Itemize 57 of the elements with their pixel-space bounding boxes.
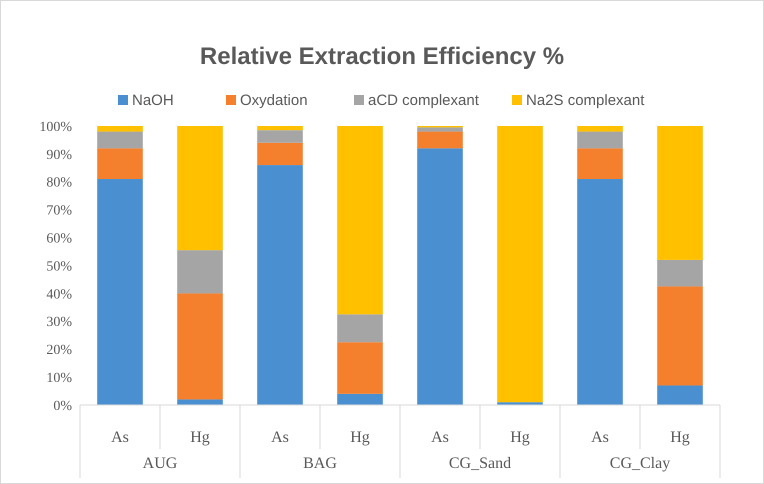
- y-tick-label: 0%: [53, 398, 72, 414]
- bar: [657, 286, 703, 386]
- bar: [97, 126, 143, 132]
- bar: [417, 132, 463, 148]
- bar: [257, 165, 303, 405]
- bar: [97, 132, 143, 148]
- y-tick-label: 90%: [46, 148, 72, 163]
- bar: [657, 385, 703, 405]
- bar: [337, 394, 383, 405]
- legend-label: Na2S complexant: [526, 92, 646, 109]
- x-tick-label: As: [591, 429, 609, 446]
- bar: [177, 126, 223, 250]
- bar: [257, 126, 303, 130]
- y-tick-label: 80%: [46, 176, 72, 191]
- x-tick-label: As: [271, 429, 289, 446]
- bar: [177, 250, 223, 294]
- y-tick-label: 30%: [46, 315, 72, 330]
- bar: [257, 130, 303, 143]
- y-tick-label: 50%: [46, 259, 72, 274]
- chart-title: Relative Extraction Efficiency %: [200, 43, 564, 70]
- legend-label: Oxydation: [240, 92, 308, 109]
- text: CG_Clay: [610, 455, 670, 472]
- x-tick-label: Hg: [510, 429, 530, 446]
- bar: [497, 402, 543, 405]
- x-tick-label: Hg: [190, 429, 210, 446]
- bar: [337, 342, 383, 394]
- bar: [417, 148, 463, 405]
- bar: [97, 148, 143, 180]
- y-tick-label: 60%: [46, 232, 72, 246]
- bar: [97, 179, 143, 405]
- text: CG_Sand: [448, 455, 512, 472]
- bar: [417, 127, 463, 132]
- bar: [337, 126, 383, 314]
- legend-label: NaOH: [132, 92, 174, 109]
- bar: [337, 314, 383, 342]
- bar: [177, 293, 223, 400]
- y-tick-label: 10%: [46, 371, 72, 386]
- bar: [657, 126, 703, 260]
- text: BAG: [303, 455, 338, 472]
- bar: [257, 142, 303, 166]
- bar: [577, 179, 623, 405]
- bar: [577, 132, 623, 148]
- bar: [657, 260, 703, 286]
- bar: [497, 126, 543, 402]
- legend-label: aCD complexant: [368, 92, 480, 109]
- y-tick-label: 20%: [46, 343, 72, 358]
- x-tick-label: As: [111, 429, 129, 446]
- y-tick-label: 100%: [39, 120, 72, 135]
- bar: [177, 399, 223, 405]
- x-tick-label: Hg: [350, 429, 370, 446]
- y-tick-label: 40%: [46, 287, 72, 302]
- bar: [577, 126, 623, 132]
- text: AUG: [142, 455, 178, 472]
- y-tick-label: 70%: [46, 204, 72, 219]
- bar: [577, 148, 623, 180]
- x-tick-label: Hg: [670, 429, 690, 446]
- x-tick-label: As: [431, 429, 449, 446]
